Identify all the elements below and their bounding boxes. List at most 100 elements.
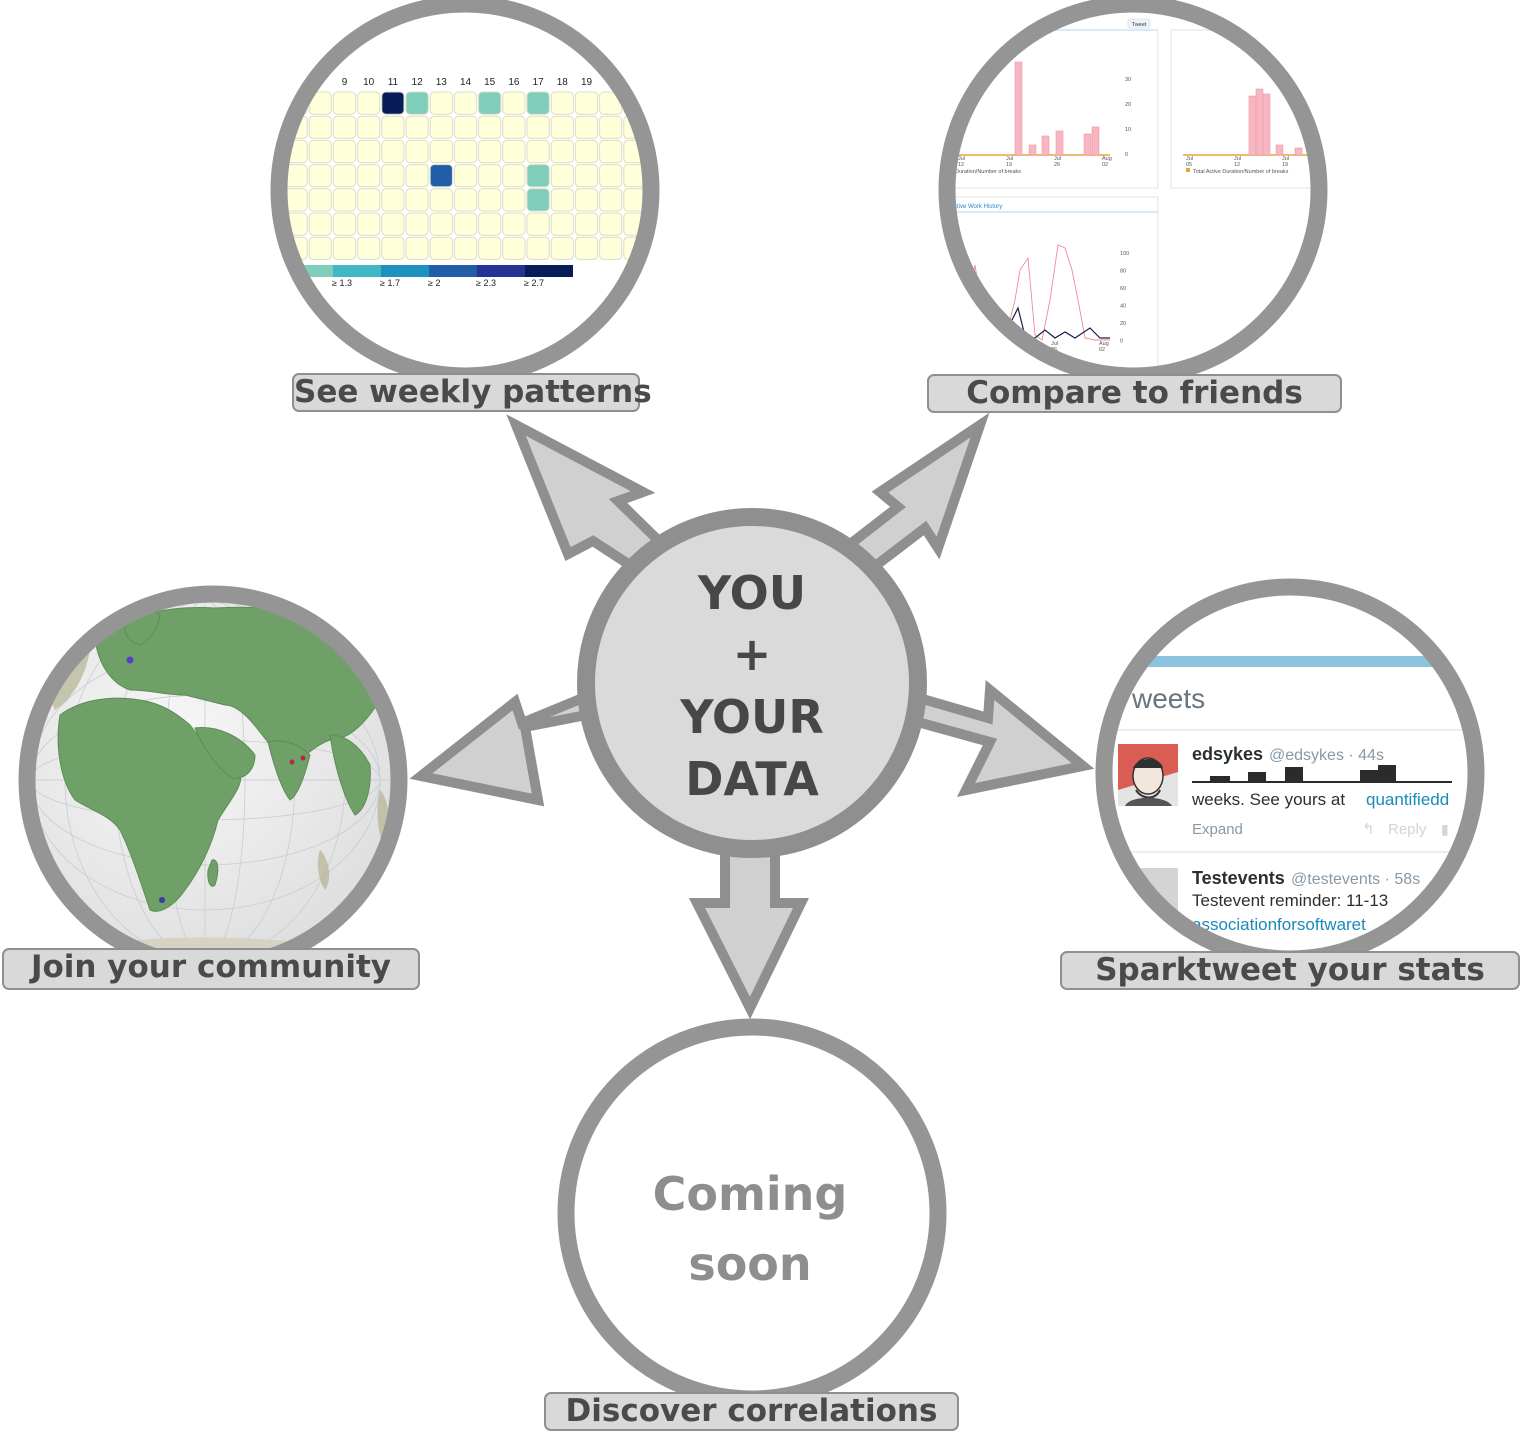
sparkline-bar: [1285, 767, 1303, 782]
heatmap-cell: [381, 91, 405, 115]
heatmap-col-label: 16: [508, 77, 520, 88]
heatmap-cell: [381, 115, 405, 139]
chart3-y-tick: 80: [1120, 269, 1126, 275]
tweet1-link[interactable]: quantifiedd: [1366, 790, 1449, 809]
heatmap-cell: [357, 236, 381, 260]
chart1-x-tick-day: 26: [1054, 162, 1060, 168]
heatmap-cell: [429, 164, 453, 188]
heatmap-cell: [478, 115, 502, 139]
heatmap-cell: [332, 212, 357, 236]
heatmap-cell: [357, 91, 381, 115]
label-compare-friends: Compare to friends: [927, 374, 1342, 413]
chart2-legend: Total Active Duration/Number of breaks: [1193, 169, 1289, 175]
heatmap-cell: [357, 115, 381, 139]
legend-label: ≥ 1.3: [332, 278, 352, 288]
heatmap-cell: [381, 236, 405, 260]
heatmap-cell: [429, 236, 453, 260]
heatmap-cell: [381, 212, 405, 236]
chart2-x-tick: Jul: [1186, 156, 1193, 162]
heatmap-cell: [453, 139, 478, 164]
heatmap-col-label: 19: [581, 77, 593, 88]
tweet1-expand[interactable]: Expand: [1192, 821, 1243, 838]
weekly-patterns-node: 9 10 11 12 13 14 15 16 17 18 19 ≥ 1.3 ≥ 1.7 ≥ 2 ≥ 2.3…: [270, 0, 660, 385]
heatmap-cell: [357, 139, 381, 164]
heatmap-cell: [526, 139, 550, 164]
heatmap-cell: [381, 188, 405, 212]
reply-icon[interactable]: ↰: [1362, 821, 1375, 838]
tweet-mini-button[interactable]: [1127, 18, 1151, 29]
heatmap-cell: [502, 212, 526, 236]
heatmap-cell: [405, 91, 429, 115]
chart1-x-tick: Aug: [1102, 156, 1112, 162]
heatmap-cell: [574, 91, 599, 115]
chart2-bar: [1262, 93, 1271, 156]
heatmap-cell: [308, 212, 332, 236]
heatmap-col-label: 17: [533, 77, 545, 88]
center-line-4: DATA: [685, 752, 819, 806]
heatmap-cell: [550, 212, 574, 236]
sparkline-bar: [1248, 772, 1266, 782]
heatmap-cell: [287, 164, 308, 188]
tweets-header: weets: [1131, 683, 1205, 714]
label-community: Join your community: [2, 948, 420, 990]
heatmap-cell: [332, 236, 357, 260]
arrow-right: [896, 680, 1095, 797]
heatmap-cell: [405, 139, 429, 164]
heatmap-cell: [599, 115, 623, 139]
heatmap-cell: [478, 212, 502, 236]
chart1-bar: [1041, 135, 1050, 156]
heatmap-cell: [332, 139, 357, 164]
heatmap-cell: [599, 212, 623, 236]
heatmap-cell: [429, 91, 453, 115]
arrow-up-left: [506, 414, 665, 574]
avatar: [1118, 744, 1178, 806]
heatmap-column-labels: 9 10 11 12 13 14 15 16 17 18 19: [342, 77, 593, 88]
heatmap-cell: [574, 212, 599, 236]
heatmap-cell: [574, 188, 599, 212]
community-marker-india-2: [300, 755, 306, 761]
heatmap-cell: [550, 139, 574, 164]
heatmap-cell: [405, 115, 429, 139]
legend-swatch: [477, 265, 525, 277]
heatmap-cell: [574, 139, 599, 164]
delete-icon[interactable]: ▮: [1441, 821, 1449, 837]
heatmap: [287, 91, 643, 260]
heatmap-cell: [526, 188, 550, 212]
tweet-header-bar: [1112, 656, 1460, 667]
heatmap-cell: [332, 188, 357, 212]
correlations-node: Coming soon: [557, 1018, 947, 1408]
heatmap-cell: [623, 164, 643, 188]
legend-swatch: [525, 265, 573, 277]
heatmap-cell: [502, 139, 526, 164]
label-sparktweet: Sparktweet your stats: [1060, 951, 1520, 990]
chart1-x-tick: Jul: [958, 156, 965, 162]
chart1-y-tick: 0: [1125, 152, 1128, 158]
chart3-y-tick: 20: [1120, 321, 1126, 327]
chart3-y-tick: 100: [1120, 251, 1129, 257]
tweet1-name: edsykes: [1192, 744, 1263, 764]
heatmap-cell: [574, 164, 599, 188]
heatmap-cell: [478, 91, 502, 115]
arrow-down: [688, 835, 809, 1020]
heatmap-cell: [453, 212, 478, 236]
heatmap-cell: [381, 139, 405, 164]
chart1-bar: [1083, 133, 1092, 156]
heatmap-col-label: 13: [436, 77, 448, 88]
heatmap-cell: [357, 164, 381, 188]
heatmap-cell: [453, 236, 478, 260]
tweet1-reply[interactable]: Reply: [1388, 821, 1427, 838]
tweet2-link[interactable]: associationforsoftwaret: [1192, 915, 1366, 934]
heatmap-cell: [429, 212, 453, 236]
heatmap-col-label: 9: [342, 77, 348, 88]
heatmap-cell: [502, 115, 526, 139]
chart1-bar: [1014, 61, 1023, 156]
tweet2-text: Testevent reminder: 11-13: [1192, 891, 1388, 910]
heatmap-cell: [405, 236, 429, 260]
chart2-bar: [1294, 147, 1303, 156]
heatmap-cell: [599, 188, 623, 212]
center-line-3: YOUR: [679, 690, 824, 744]
heatmap-cell: [550, 115, 574, 139]
heatmap-cell: [308, 236, 332, 260]
center-line-1: YOU: [697, 566, 806, 620]
